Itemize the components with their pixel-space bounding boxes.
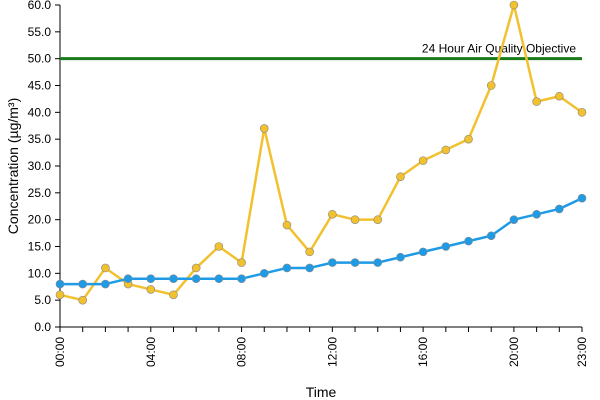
data-point (532, 97, 541, 106)
y-tick-label: 40.0 (28, 105, 52, 119)
data-point (146, 274, 156, 284)
data-point (305, 247, 314, 257)
data-point (282, 263, 292, 273)
data-point (169, 290, 178, 300)
x-tick-label: 23:00 (575, 337, 589, 367)
data-point (441, 242, 451, 251)
y-tick-label: 60.0 (28, 0, 52, 12)
data-point (396, 172, 405, 182)
x-axis: 00:00 04:00 08:00 12:00 16:00 20:00 23:00 (53, 326, 589, 367)
series-line (60, 197, 583, 286)
y-tick-label: 5.0 (34, 293, 51, 307)
data-point (282, 220, 292, 230)
data-point (78, 279, 87, 289)
data-point (418, 247, 428, 257)
data-point (214, 242, 224, 251)
y-tick-label: 20.0 (28, 213, 52, 227)
data-point (373, 215, 383, 224)
data-point (214, 274, 224, 284)
data-point (78, 295, 87, 305)
y-axis-title: Concentration (µg/m³) (5, 98, 21, 234)
y-tick-label: 15.0 (28, 240, 52, 254)
data-point (55, 290, 65, 300)
data-point (373, 258, 383, 267)
series-1 (55, 193, 587, 289)
data-point (146, 285, 156, 294)
x-axis-title: Time (306, 384, 337, 400)
y-tick-label: 55.0 (28, 25, 52, 39)
data-point (577, 108, 587, 117)
series-layer (55, 0, 587, 305)
data-point (259, 269, 269, 278)
y-tick-label: 0.0 (34, 320, 51, 334)
data-point (555, 204, 564, 214)
data-point (509, 0, 519, 10)
data-point (191, 263, 201, 273)
data-point (464, 236, 473, 246)
data-point (532, 210, 541, 219)
data-point (486, 231, 496, 241)
data-point (555, 91, 564, 101)
data-point (509, 215, 519, 224)
y-tick-label: 30.0 (28, 159, 52, 173)
y-tick-label: 45.0 (28, 79, 52, 93)
data-point (441, 145, 451, 155)
data-point (396, 252, 405, 262)
data-point (328, 258, 337, 267)
data-point (123, 274, 133, 284)
x-tick-label: 08:00 (235, 337, 249, 367)
reference-line-label: 24 Hour Air Quality Objective (422, 42, 576, 56)
data-point (259, 124, 269, 133)
data-point (191, 274, 201, 284)
data-point (350, 215, 360, 224)
y-tick-label: 50.0 (28, 52, 52, 66)
y-tick-label: 25.0 (28, 186, 52, 200)
data-point (418, 156, 428, 165)
y-axis: 0.0 5.0 10.0 15.0 20.0 25.0 30.0 35.0 40.0 45.0 50… (28, 0, 61, 334)
data-point (486, 81, 496, 90)
data-point (305, 263, 314, 273)
data-point (55, 279, 65, 289)
series-0 (55, 0, 587, 305)
data-point (237, 258, 246, 267)
x-tick-label: 16:00 (416, 337, 430, 367)
x-tick-label: 12:00 (325, 337, 339, 367)
y-tick-label: 35.0 (28, 132, 52, 146)
y-tick-label: 10.0 (28, 266, 52, 280)
reference-line-group: 24 Hour Air Quality Objective (60, 42, 582, 61)
data-point (328, 210, 337, 219)
data-point (464, 134, 473, 144)
data-point (577, 193, 587, 203)
x-tick-label: 04:00 (144, 337, 158, 367)
data-point (101, 263, 110, 273)
data-point (237, 274, 246, 284)
data-point (350, 258, 360, 267)
x-tick-label: 00:00 (53, 337, 67, 367)
x-tick-label: 20:00 (507, 337, 521, 367)
data-point (169, 274, 178, 284)
data-point (101, 279, 110, 289)
